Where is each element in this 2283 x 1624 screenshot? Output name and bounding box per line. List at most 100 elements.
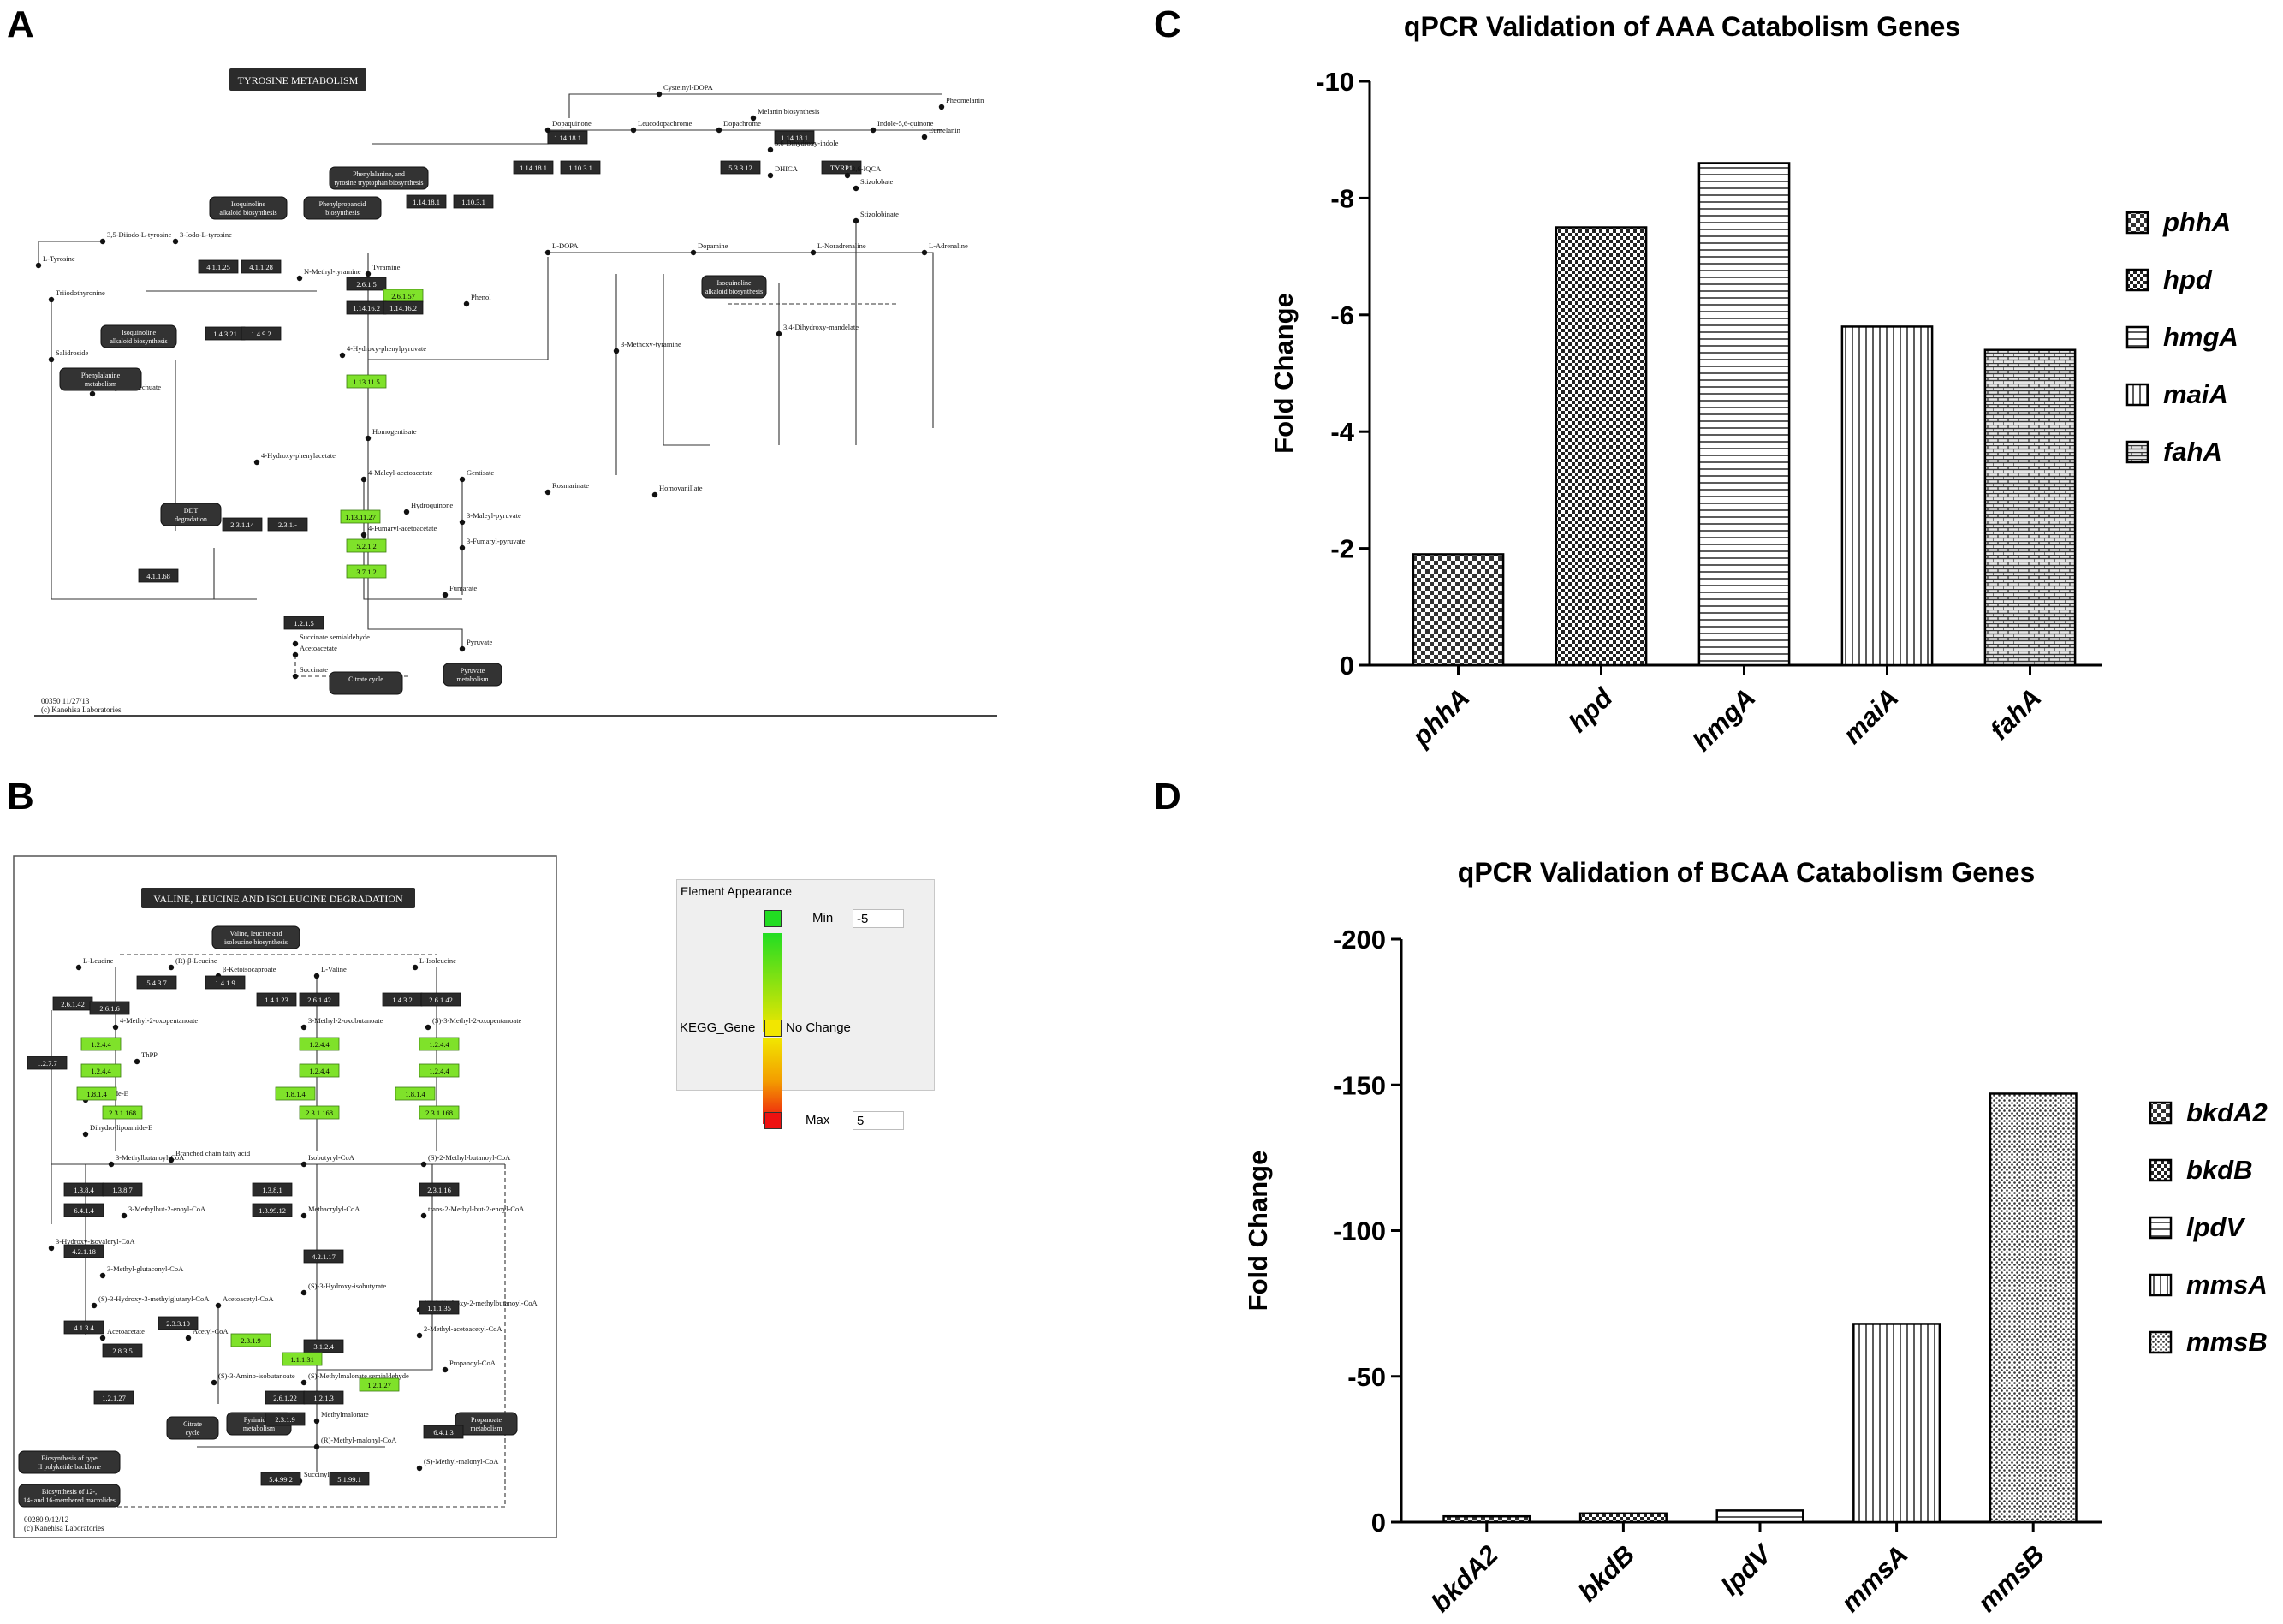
map-a-enzyme-box[interactable] [346, 277, 387, 291]
map-b-compound-dot[interactable] [121, 1212, 128, 1219]
map-a-enzyme-box[interactable] [720, 160, 761, 175]
map-b-enzyme-box[interactable] [102, 1182, 143, 1197]
map-a-compound-dot[interactable] [48, 296, 55, 303]
map-a-enzyme-box[interactable] [547, 130, 588, 145]
map-b-compound-dot[interactable] [412, 964, 419, 971]
map-b-enzyme-box[interactable] [136, 975, 177, 990]
map-a-pathway-box[interactable] [160, 503, 222, 526]
map-a-pathway-box[interactable] [329, 166, 429, 190]
map-b-compound-dot[interactable] [82, 1131, 89, 1138]
map-b-enzyme-box[interactable] [265, 1412, 306, 1426]
map-b-enzyme-box[interactable] [80, 1063, 122, 1078]
map-b-compound-dot[interactable] [313, 1418, 320, 1425]
map-b-compound-dot[interactable] [112, 1024, 119, 1031]
map-b-enzyme-box[interactable] [419, 1182, 460, 1197]
map-b-compound-dot[interactable] [442, 1366, 449, 1373]
map-b-enzyme-box[interactable] [420, 992, 461, 1007]
map-b-enzyme-box[interactable] [102, 1343, 143, 1358]
legend-max-input[interactable]: 5 [853, 1111, 904, 1130]
map-a-compound-dot[interactable] [544, 127, 551, 134]
map-b-pathway-box[interactable] [166, 1416, 219, 1440]
map-a-compound-dot[interactable] [853, 217, 859, 224]
map-a-pathway-box[interactable] [100, 324, 177, 348]
map-b-pathway-box[interactable] [18, 1450, 121, 1474]
map-a-pathway-box[interactable] [59, 367, 142, 391]
map-a-compound-dot[interactable] [365, 271, 372, 277]
map-a-compound-dot[interactable] [253, 459, 260, 466]
map-b-compound-dot[interactable] [211, 1379, 217, 1386]
map-b-enzyme-box[interactable] [359, 1377, 400, 1392]
map-a-pathway-box[interactable] [329, 671, 403, 695]
map-a-compound-dot[interactable] [750, 115, 757, 122]
bar-hmgA[interactable] [1697, 162, 1791, 667]
map-a-compound-dot[interactable] [99, 238, 106, 245]
map-b-enzyme-box[interactable] [303, 1390, 344, 1405]
map-a-enzyme-box[interactable] [346, 374, 387, 389]
map-b-enzyme-box[interactable] [419, 1037, 460, 1051]
map-a-compound-dot[interactable] [853, 185, 859, 192]
map-a-compound-dot[interactable] [365, 435, 372, 442]
map-b-enzyme-box[interactable] [93, 1390, 134, 1405]
map-b-compound-dot[interactable] [420, 1212, 427, 1219]
map-b-compound-dot[interactable] [48, 1245, 55, 1252]
map-a-enzyme-box[interactable] [513, 160, 554, 175]
map-a-compound-dot[interactable] [463, 300, 470, 307]
bar-maiA[interactable] [1840, 325, 1934, 667]
map-a-compound-dot[interactable] [35, 262, 42, 269]
map-a-pathway-box[interactable] [701, 275, 767, 299]
map-b-enzyme-box[interactable] [76, 1086, 117, 1101]
map-b-enzyme-box[interactable] [260, 1472, 301, 1486]
map-a-compound-dot[interactable] [690, 249, 697, 256]
legend-min-swatch[interactable] [764, 910, 782, 927]
map-a-enzyme-box[interactable] [241, 326, 282, 341]
bar-bkdB[interactable] [1578, 1512, 1668, 1524]
map-b-compound-dot[interactable] [134, 1058, 140, 1065]
map-a-compound-dot[interactable] [459, 544, 466, 551]
map-a-enzyme-box[interactable] [138, 568, 179, 583]
legend-min-input[interactable]: -5 [853, 909, 904, 928]
bar-lpdV[interactable] [1715, 1509, 1804, 1524]
map-b-compound-dot[interactable] [108, 1161, 115, 1168]
map-b-enzyme-box[interactable] [282, 1352, 323, 1366]
map-a-compound-dot[interactable] [442, 592, 449, 598]
map-b-compound-dot[interactable] [300, 1289, 307, 1296]
map-b-compound-dot[interactable] [75, 964, 82, 971]
map-a-compound-dot[interactable] [292, 651, 299, 658]
map-b-compound-dot[interactable] [416, 1465, 423, 1472]
map-b-enzyme-box[interactable] [419, 1300, 460, 1315]
map-a-compound-dot[interactable] [651, 491, 658, 498]
map-b-compound-dot[interactable] [168, 1157, 175, 1163]
map-a-enzyme-box[interactable] [453, 194, 494, 209]
map-b-compound-dot[interactable] [300, 1161, 307, 1168]
map-a-compound-dot[interactable] [921, 249, 928, 256]
bar-phhA[interactable] [1412, 553, 1505, 667]
map-a-compound-dot[interactable] [656, 91, 663, 98]
map-b-pathway-box[interactable] [455, 1412, 518, 1436]
map-b-enzyme-box[interactable] [299, 1105, 340, 1120]
map-b-compound-dot[interactable] [425, 1024, 431, 1031]
map-b-compound-dot[interactable] [91, 1302, 98, 1309]
legend-max-swatch[interactable] [764, 1112, 782, 1129]
map-a-compound-dot[interactable] [544, 249, 551, 256]
map-b-compound-dot[interactable] [300, 1024, 307, 1031]
map-a-compound-dot[interactable] [172, 238, 179, 245]
map-a-compound-dot[interactable] [716, 127, 722, 134]
map-b-compound-dot[interactable] [300, 1212, 307, 1219]
map-b-enzyme-box[interactable] [230, 1333, 271, 1347]
map-b-enzyme-box[interactable] [102, 1105, 143, 1120]
map-a-compound-dot[interactable] [403, 509, 410, 515]
map-a-compound-dot[interactable] [938, 104, 945, 110]
legend-mid-swatch[interactable] [764, 1020, 782, 1037]
map-b-enzyme-box[interactable] [256, 992, 297, 1007]
map-b-compound-dot[interactable] [416, 1332, 423, 1339]
map-b-enzyme-box[interactable] [303, 1249, 344, 1264]
map-b-enzyme-box[interactable] [63, 1244, 104, 1258]
map-a-compound-dot[interactable] [89, 390, 96, 397]
map-b-enzyme-box[interactable] [63, 1320, 104, 1335]
map-b-enzyme-box[interactable] [80, 1037, 122, 1051]
map-b-enzyme-box[interactable] [252, 1203, 293, 1217]
map-b-pathway-box[interactable] [211, 925, 300, 949]
bar-bkdA2[interactable] [1442, 1514, 1531, 1524]
map-a-pathway-box[interactable] [303, 196, 382, 220]
map-b-enzyme-box[interactable] [299, 992, 340, 1007]
